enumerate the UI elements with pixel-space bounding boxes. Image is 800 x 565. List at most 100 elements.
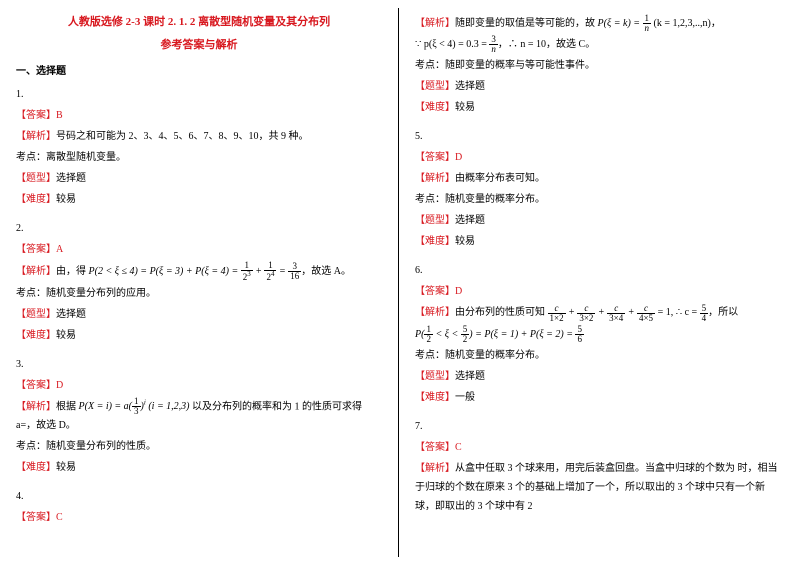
kd-text: 随即变量的概率与等可能性事件。 (445, 60, 595, 71)
diff-text: 较易 (56, 194, 76, 205)
q1-answer: 【答案】B (16, 106, 382, 125)
answer-value: C (56, 512, 63, 523)
type-text: 选择题 (455, 371, 485, 382)
expl-end: ，所以 (708, 307, 738, 318)
diff-text: 较易 (455, 102, 475, 113)
q6-explanation-line1: 【解析】由分布列的性质可知 c1×2 + c3×2 + c3×4 + c4×5 … (415, 303, 781, 322)
diff-text: 一般 (455, 392, 475, 403)
expl-label: 【解析】 (415, 463, 455, 474)
q2-answer: 【答案】A (16, 240, 382, 259)
q2-kaodian: 考点：随机变量分布列的应用。 (16, 284, 382, 303)
q4-explanation-line2: ∵ p(ξ < 4) = 0.3 = 3n，∴ n = 10，故选 C。 (415, 35, 781, 54)
type-text: 选择题 (56, 173, 86, 184)
q5-difficulty: 【难度】较易 (415, 232, 781, 251)
q2-difficulty: 【难度】较易 (16, 326, 382, 345)
q2-type: 【题型】选择题 (16, 305, 382, 324)
expl-text: 号码之和可能为 2、3、4、5、6、7、8、9、10，共 9 种。 (56, 131, 309, 142)
q6-difficulty: 【难度】一般 (415, 388, 781, 407)
kd-label: 考点： (415, 350, 445, 361)
q6-l2-math: P(12 < ξ < 52) = P(ξ = 1) + P(ξ = 2) = 5… (415, 329, 584, 340)
expl-l2-end: ，∴ n = 10，故选 C。 (498, 39, 595, 50)
q4-answer: 【答案】C (16, 508, 382, 527)
expl-pre: 由，得 (56, 266, 89, 277)
q6-explanation-line2: P(12 < ξ < 52) = P(ξ = 1) + P(ξ = 2) = 5… (415, 325, 781, 344)
q7-number: 7. (415, 417, 781, 436)
q4-kaodian: 考点：随即变量的概率与等可能性事件。 (415, 56, 781, 75)
doc-title: 人教版选修 2-3 课时 2. 1. 2 离散型随机变量及其分布列 (16, 12, 382, 33)
answer-label: 【答案】 (16, 244, 56, 255)
q4-difficulty: 【难度】较易 (415, 98, 781, 117)
expl-math: P(2 < ξ ≤ 4) = P(ξ = 3) + P(ξ = 4) = 123… (89, 266, 302, 277)
q5-type: 【题型】选择题 (415, 211, 781, 230)
q5-answer: 【答案】D (415, 148, 781, 167)
page-root: 人教版选修 2-3 课时 2. 1. 2 离散型随机变量及其分布列 参考答案与解… (0, 0, 800, 565)
expl-label: 【解析】 (16, 401, 56, 412)
kd-label: 考点： (415, 194, 445, 205)
expl-math-sum: c1×2 + c3×2 + c3×4 + c4×5 (548, 307, 656, 318)
answer-value: D (56, 380, 63, 391)
q4-number: 4. (16, 487, 382, 506)
q1-explanation: 【解析】号码之和可能为 2、3、4、5、6、7、8、9、10，共 9 种。 (16, 127, 382, 146)
q6-number: 6. (415, 261, 781, 280)
diff-label: 【难度】 (16, 462, 56, 473)
kd-text: 随机变量的概率分布。 (445, 350, 545, 361)
q1-number: 1. (16, 85, 382, 104)
q6-kaodian: 考点：随机变量的概率分布。 (415, 346, 781, 365)
expl-text: 由概率分布表可知。 (455, 173, 545, 184)
answer-value: D (455, 152, 462, 163)
diff-text: 较易 (455, 236, 475, 247)
q3-number: 3. (16, 355, 382, 374)
expl-end: ，故选 A。 (301, 266, 351, 277)
doc-subtitle: 参考答案与解析 (16, 35, 382, 56)
q7-explanation: 【解析】从盒中任取 3 个球来用，用完后装盒回盘。当盒中归球的个数为 时，相当于… (415, 459, 781, 516)
type-label: 【题型】 (415, 81, 455, 92)
q1-type: 【题型】选择题 (16, 169, 382, 188)
kd-text: 离散型随机变量。 (46, 152, 126, 163)
kd-text: 随机变量分布列的性质。 (46, 441, 156, 452)
diff-text: 较易 (56, 462, 76, 473)
answer-label: 【答案】 (415, 442, 455, 453)
expl-math: P(ξ = k) = 1n (598, 18, 652, 29)
answer-value: C (455, 442, 462, 453)
answer-value: A (56, 244, 63, 255)
q3-kaodian: 考点：随机变量分布列的性质。 (16, 437, 382, 456)
expl-label: 【解析】 (415, 173, 455, 184)
kd-label: 考点： (16, 441, 46, 452)
type-label: 【题型】 (16, 309, 56, 320)
expl-math-c: 54 (700, 307, 709, 318)
expl-mid: = 1, ∴ c = (655, 307, 700, 318)
diff-label: 【难度】 (415, 392, 455, 403)
type-text: 选择题 (56, 309, 86, 320)
q6-type: 【题型】选择题 (415, 367, 781, 386)
expl-label: 【解析】 (16, 131, 56, 142)
section-header: 一、选择题 (16, 62, 382, 81)
kd-label: 考点： (16, 288, 46, 299)
answer-label: 【答案】 (16, 512, 56, 523)
expl-label: 【解析】 (415, 307, 455, 318)
type-text: 选择题 (455, 215, 485, 226)
answer-label: 【答案】 (415, 152, 455, 163)
left-column: 人教版选修 2-3 课时 2. 1. 2 离散型随机变量及其分布列 参考答案与解… (0, 0, 398, 565)
diff-label: 【难度】 (16, 194, 56, 205)
kd-text: 随机变量的概率分布。 (445, 194, 545, 205)
diff-text: 较易 (56, 330, 76, 341)
expl-label: 【解析】 (16, 266, 56, 277)
q1-difficulty: 【难度】较易 (16, 190, 382, 209)
answer-label: 【答案】 (415, 286, 455, 297)
expl-l2-frac: 3n (489, 39, 498, 50)
kd-label: 考点： (16, 152, 46, 163)
answer-label: 【答案】 (16, 110, 56, 121)
q6-answer: 【答案】D (415, 282, 781, 301)
q4-explanation-line1: 【解析】随即变量的取值是等可能的，故 P(ξ = k) = 1n (k = 1,… (415, 14, 781, 33)
kd-label: 考点： (415, 60, 445, 71)
q5-number: 5. (415, 127, 781, 146)
expl-l2-pre: ∵ p(ξ < 4) = 0.3 = (415, 39, 489, 50)
q3-explanation: 【解析】根据 P(X = i) = a(13)i (i = 1,2,3) 以及分… (16, 397, 382, 436)
q3-answer: 【答案】D (16, 376, 382, 395)
diff-label: 【难度】 (415, 236, 455, 247)
expl-pre: 根据 (56, 401, 79, 412)
expl-label: 【解析】 (415, 18, 455, 29)
expl-math: P(X = i) = a(13)i (i = 1,2,3) (79, 401, 190, 412)
type-text: 选择题 (455, 81, 485, 92)
q7-answer: 【答案】C (415, 438, 781, 457)
